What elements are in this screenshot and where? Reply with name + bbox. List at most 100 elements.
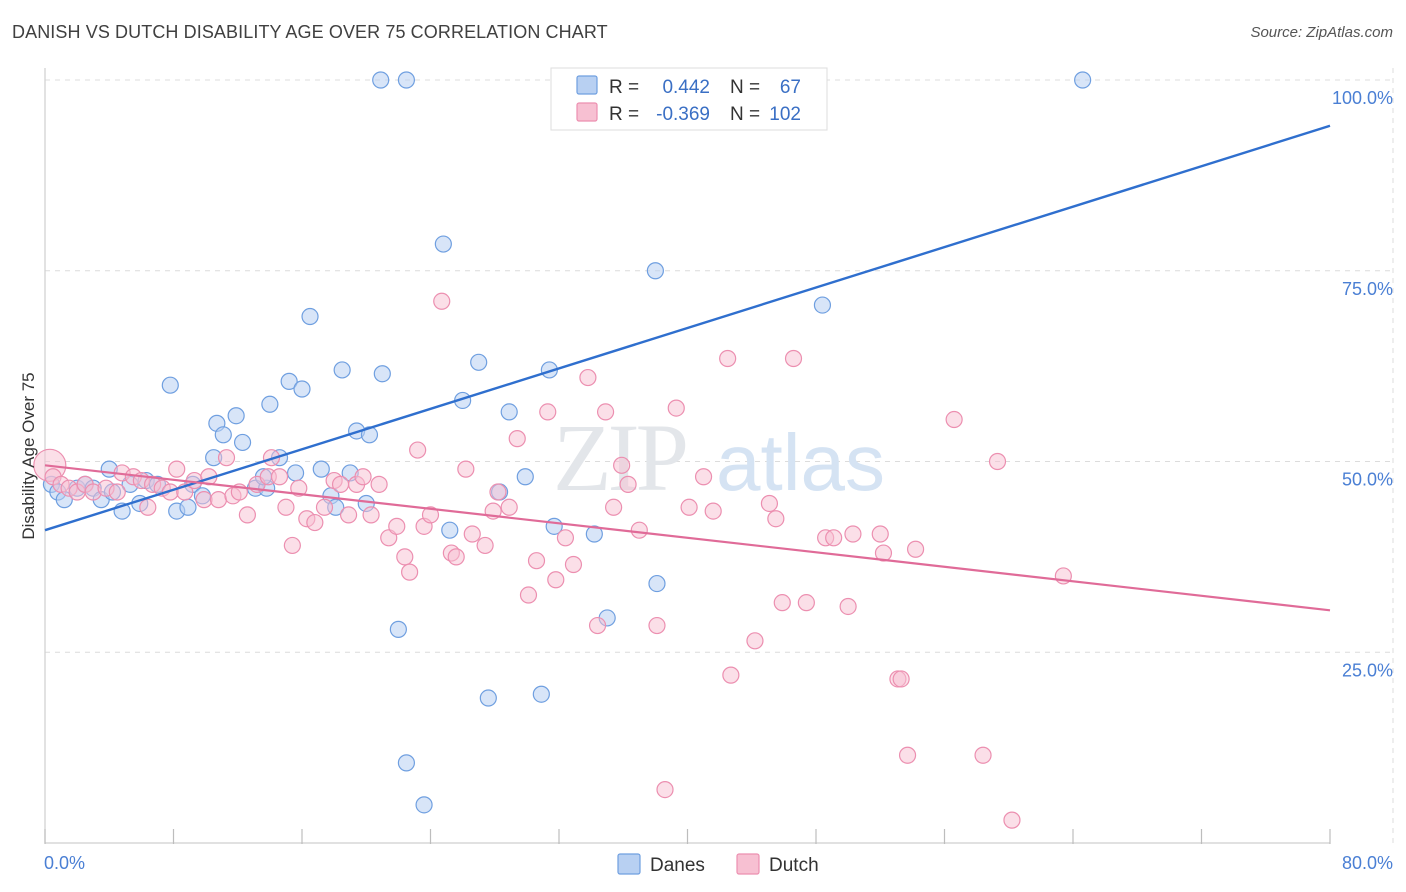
y-tick-label: 100.0% bbox=[1332, 88, 1393, 108]
dutch-point bbox=[680, 498, 698, 516]
dutch-point bbox=[619, 475, 637, 493]
danes-point bbox=[280, 372, 298, 390]
dutch-point bbox=[283, 536, 301, 555]
dutch-point bbox=[315, 498, 334, 516]
danes-point bbox=[646, 262, 664, 280]
dutch-point bbox=[667, 399, 685, 417]
dutch-point bbox=[825, 529, 843, 547]
dutch-point bbox=[974, 746, 992, 764]
danes-point bbox=[360, 426, 379, 444]
dutch-point bbox=[871, 525, 889, 543]
danes-point bbox=[312, 460, 330, 478]
dutch-point bbox=[892, 670, 910, 688]
danes-point bbox=[286, 464, 305, 482]
danes-point bbox=[214, 426, 232, 444]
danes-point bbox=[415, 796, 433, 814]
danes-point bbox=[470, 353, 488, 371]
danes-point bbox=[441, 521, 459, 539]
dutch-point bbox=[339, 506, 358, 524]
danes-point bbox=[227, 407, 245, 425]
bottom-legend-dutch-swatch bbox=[736, 853, 760, 875]
danes-point bbox=[233, 433, 252, 452]
dutch-point bbox=[746, 632, 764, 650]
dutch-point bbox=[409, 441, 427, 459]
dutch-point bbox=[784, 349, 803, 368]
dutch-point bbox=[108, 483, 126, 501]
dutch-point bbox=[139, 498, 157, 516]
danes-point bbox=[1074, 71, 1092, 89]
dutch-point bbox=[277, 498, 295, 516]
dutch-point bbox=[613, 456, 631, 474]
dutch-point bbox=[195, 491, 213, 509]
legend-dutch-swatch bbox=[576, 102, 598, 122]
danes-point bbox=[333, 361, 351, 379]
x-tick-label-min: 0.0% bbox=[44, 853, 85, 873]
dutch-point bbox=[760, 494, 779, 513]
dutch-trend-line bbox=[44, 464, 1331, 612]
dutch-point bbox=[988, 452, 1007, 471]
dutch-point bbox=[362, 506, 380, 524]
chart-title: DANISH VS DUTCH DISABILITY AGE OVER 75 C… bbox=[12, 22, 608, 42]
dutch-point bbox=[489, 483, 507, 501]
dutch-point bbox=[719, 349, 737, 368]
dutch-point bbox=[767, 510, 785, 528]
dutch-point bbox=[556, 529, 575, 547]
danes-point bbox=[261, 395, 279, 413]
dutch-point bbox=[539, 403, 557, 421]
dutch-point bbox=[722, 666, 740, 684]
trend-lines bbox=[44, 124, 1331, 612]
danes-point bbox=[648, 574, 666, 593]
danes-point bbox=[179, 498, 197, 516]
bottom-legend[interactable]: Danes Dutch bbox=[617, 853, 819, 876]
legend-dutch-r-value: -0.369 bbox=[656, 104, 710, 125]
danes-point bbox=[397, 71, 416, 89]
dutch-point bbox=[605, 498, 623, 516]
dutch-point bbox=[401, 563, 419, 581]
dutch-point bbox=[839, 597, 857, 616]
dutch-point bbox=[238, 506, 256, 524]
dutch-point bbox=[596, 403, 615, 421]
dutch-point bbox=[579, 368, 597, 387]
danes-point bbox=[373, 365, 391, 383]
danes-point bbox=[301, 307, 319, 326]
bottom-legend-dutch-label: Dutch bbox=[769, 855, 819, 876]
legend-dutch-n-value: 102 bbox=[769, 104, 801, 125]
danes-point bbox=[434, 235, 452, 253]
dutch-point bbox=[656, 780, 674, 799]
dutch-point bbox=[217, 449, 236, 467]
dutch-point bbox=[704, 502, 722, 520]
legend-danes-swatch bbox=[576, 75, 598, 95]
legend-danes-n-value: 67 bbox=[780, 77, 801, 98]
dutch-point bbox=[388, 517, 406, 535]
dutch-point bbox=[1003, 811, 1021, 829]
legend-dutch-r-label: R = bbox=[609, 104, 639, 125]
dutch-point bbox=[463, 525, 481, 543]
legend-danes-r-value: 0.442 bbox=[662, 77, 710, 98]
danes-point bbox=[293, 380, 311, 398]
dutch-point bbox=[396, 548, 414, 566]
dutch-point bbox=[519, 586, 538, 604]
dutch-point bbox=[370, 475, 388, 493]
top-legend[interactable]: R = 0.442 N = 67 R = -0.369 N = 102 bbox=[550, 67, 828, 131]
danes-trend-line bbox=[44, 124, 1331, 532]
dutch-point bbox=[306, 513, 324, 532]
danes-point bbox=[516, 468, 534, 486]
dutch-point bbox=[844, 525, 862, 543]
dutch-point bbox=[906, 540, 925, 558]
danes-point bbox=[372, 71, 390, 89]
dutch-point bbox=[874, 544, 893, 562]
y-tick-label: 25.0% bbox=[1342, 660, 1393, 680]
tick-labels: 100.0% 75.0% 50.0% 25.0% 0.0% 80.0% bbox=[44, 88, 1393, 873]
danes-point bbox=[585, 525, 603, 543]
dutch-point bbox=[773, 594, 791, 612]
dutch-point bbox=[648, 616, 666, 635]
dutch-point bbox=[354, 468, 372, 486]
danes-point bbox=[389, 620, 407, 638]
y-tick-label: 75.0% bbox=[1342, 279, 1393, 299]
dutch-point bbox=[433, 292, 451, 310]
dutch-point bbox=[527, 552, 546, 570]
legend-danes-n-label: N = bbox=[730, 77, 760, 98]
dutch-point bbox=[457, 460, 475, 478]
dutch-point bbox=[270, 468, 289, 486]
y-axis-label: Disability Age Over 75 bbox=[19, 372, 38, 539]
